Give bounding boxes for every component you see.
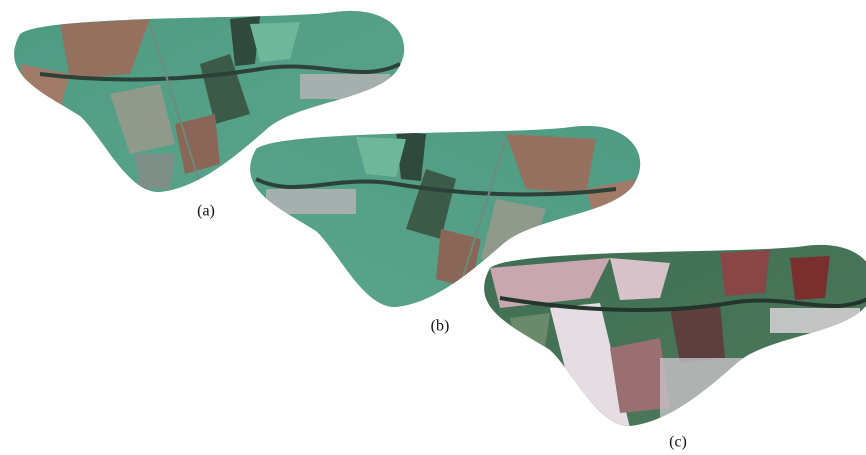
panel-label: (a) <box>197 203 215 220</box>
panel-c-image <box>484 244 866 427</box>
panel-label: (c) <box>669 434 687 451</box>
panel-label: (b) <box>431 318 450 335</box>
